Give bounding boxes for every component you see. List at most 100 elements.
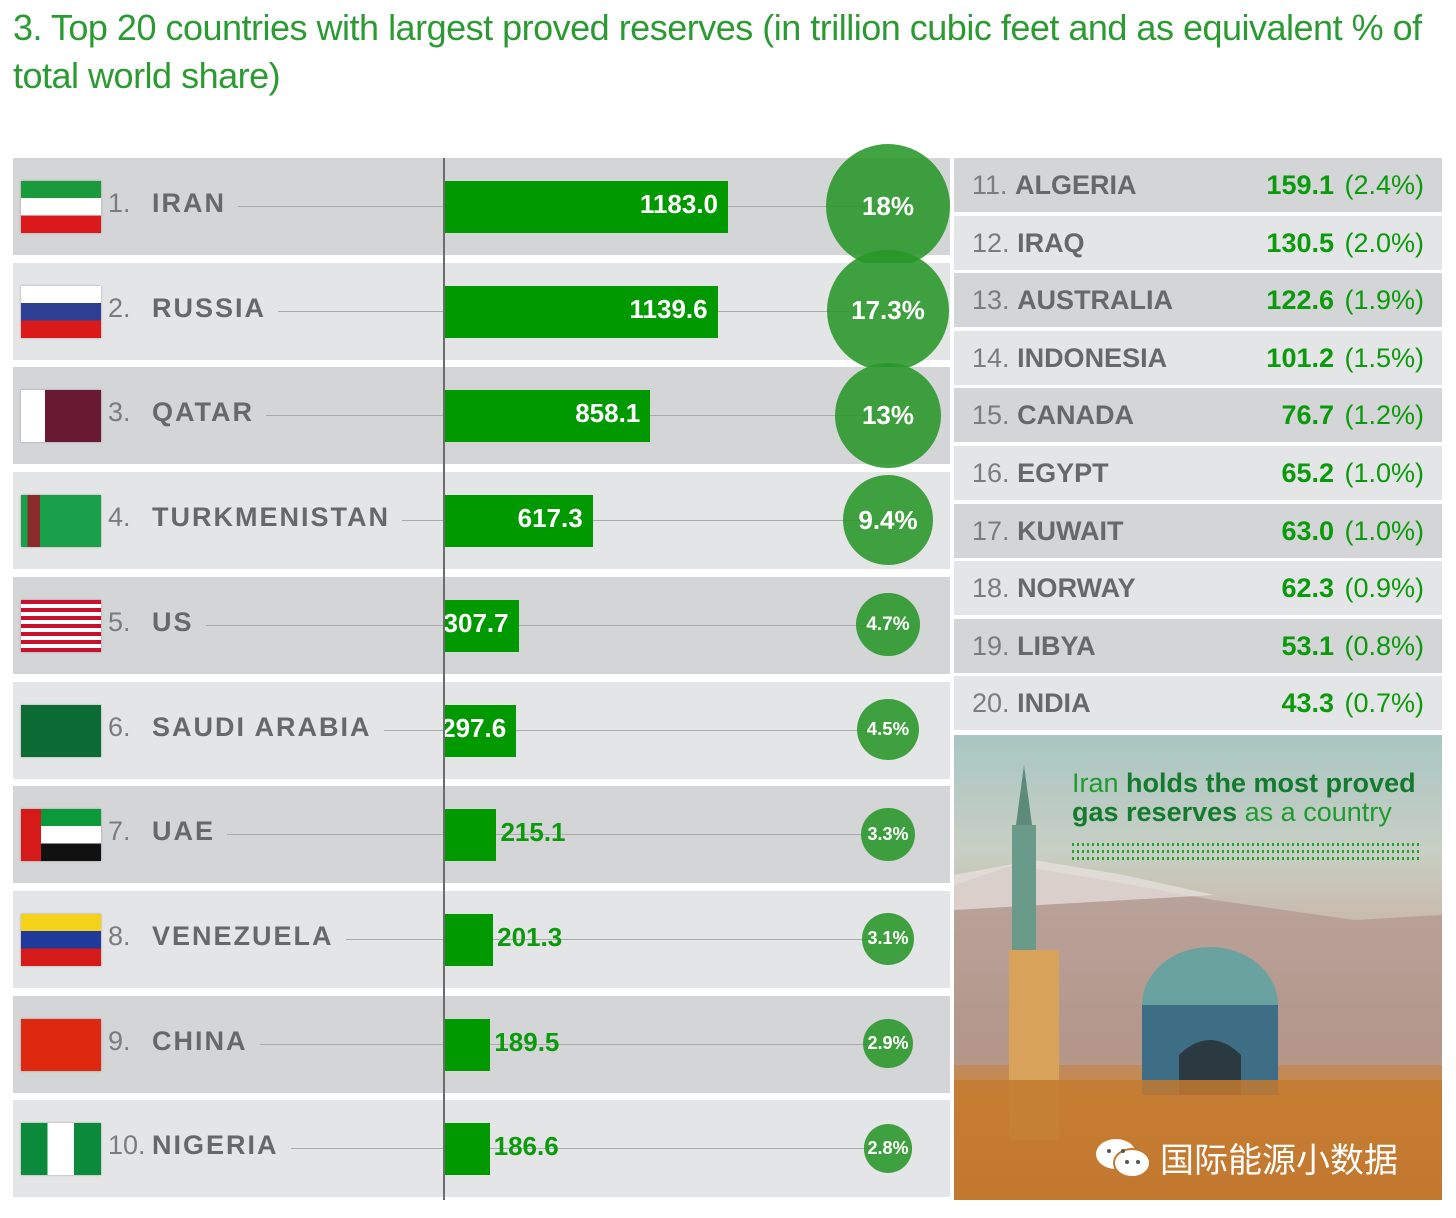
venezuela-flag-icon	[21, 913, 101, 966]
leader-line	[516, 729, 888, 731]
table-row: 15. CANADA 76.7 (1.2%)	[954, 388, 1442, 443]
table-row: 20. INDIA 43.3 (0.7%)	[954, 676, 1442, 731]
country-name: IRAN	[152, 188, 226, 218]
mosque-photo: Iran holds the most proved gas reserves …	[954, 735, 1442, 1200]
rank: 1.	[108, 188, 131, 218]
country-name: US	[152, 606, 194, 637]
value: 43.3	[1281, 688, 1334, 719]
chart-row-qatar: 3. QATAR 858.1 13%	[13, 362, 950, 469]
country-name: AUSTRALIA	[1017, 285, 1174, 316]
country-name: INDIA	[1017, 688, 1091, 719]
share: (0.9%)	[1344, 573, 1424, 604]
value-label: 858.1	[575, 398, 641, 429]
share-label: 18%	[861, 190, 914, 221]
share: (0.7%)	[1344, 688, 1424, 719]
rank: 18.	[972, 573, 1010, 604]
leader-line	[496, 834, 888, 836]
country-name: CHINA	[152, 1025, 248, 1056]
table-row: 18. NORWAY 62.3 (0.9%)	[954, 561, 1442, 616]
leader-line	[278, 310, 443, 312]
share: (1.0%)	[1344, 457, 1424, 488]
share-label: 3.1%	[867, 928, 909, 949]
saudi-flag-icon	[21, 704, 101, 757]
bar	[445, 599, 519, 652]
caption-part: holds the most proved	[1126, 768, 1416, 798]
caption-part: gas reserves	[1072, 797, 1238, 827]
rank: 11.	[972, 170, 1008, 200]
dotted-divider	[1072, 850, 1422, 853]
share-bubble: 2.9%	[863, 1018, 913, 1069]
leader-line	[490, 1043, 888, 1045]
rank: 16.	[972, 457, 1010, 488]
leader-line	[346, 938, 443, 940]
value-label: 297.6	[441, 712, 507, 743]
photo-caption: Iran holds the most proved gas reserves …	[1072, 769, 1416, 827]
rank: 14.	[972, 342, 1010, 373]
share-bubble: 18%	[826, 144, 950, 268]
table-row: 16. EGYPT 65.2 (1.0%)	[954, 445, 1442, 500]
bar	[445, 1018, 491, 1071]
chart-row-saudi: 6. SAUDI ARABIA 297.6 4.5%	[13, 681, 950, 779]
rank: 20.	[972, 688, 1010, 719]
country-name: ALGERIA	[1015, 170, 1137, 200]
country-name: TURKMENISTAN	[152, 502, 390, 533]
table-row: 11. ALGERIA 159.1 (2.4%)	[954, 158, 1442, 212]
leader-line	[227, 834, 443, 836]
chart-axis	[443, 158, 445, 1200]
share-bubble: 3.1%	[862, 913, 914, 965]
country-name: IRAQ	[1017, 227, 1085, 258]
share-bubble: 13%	[835, 362, 941, 469]
value: 62.3	[1281, 573, 1334, 604]
page-title: 3. Top 20 countries with largest proved …	[13, 7, 1422, 96]
value-label: 1183.0	[639, 189, 718, 219]
top10-chart: 1. IRAN 1183.0 18% 2. RUSSIA 1139.6 17.3…	[13, 144, 950, 1200]
share: (2.0%)	[1344, 227, 1424, 258]
share: (1.2%)	[1344, 400, 1424, 431]
rank: 4.	[108, 502, 131, 533]
chart-row-turkmenistan: 4. TURKMENISTAN 617.3 9.4%	[13, 472, 950, 570]
leader-line	[260, 1043, 443, 1045]
share-bubble: 3.3%	[861, 807, 915, 861]
share-label: 13%	[861, 399, 914, 430]
rank: 12.	[972, 227, 1010, 258]
country-name: LIBYA	[1017, 630, 1096, 661]
value-label: 189.5	[494, 1026, 560, 1057]
value: 101.2	[1266, 342, 1334, 373]
share-bubble: 17.3%	[827, 249, 949, 372]
share-bubble: 9.4%	[843, 475, 933, 565]
bar	[445, 390, 651, 443]
country-name: INDONESIA	[1017, 342, 1168, 373]
photo-illustration	[954, 765, 1442, 1200]
value-label: 1139.6	[629, 293, 708, 324]
rank: 9.	[108, 1025, 131, 1056]
value: 63.0	[1281, 515, 1334, 546]
country-name: NIGERIA	[152, 1130, 279, 1161]
country-name: CANADA	[1017, 400, 1135, 431]
us-flag-icon	[21, 599, 101, 652]
table-row: 13. AUSTRALIA 122.6 (1.9%)	[954, 273, 1442, 328]
rank: 19.	[972, 630, 1010, 661]
share-label: 2.9%	[867, 1033, 909, 1054]
caption-part: as a country	[1244, 797, 1392, 827]
rank: 3.	[108, 397, 131, 428]
chart-row-venezuela: 8. VENEZUELA 201.3 3.1%	[13, 890, 950, 988]
country-name: VENEZUELA	[152, 920, 334, 951]
share-label: 4.7%	[866, 613, 910, 635]
iran-flag-icon	[21, 181, 101, 233]
leader-line	[402, 520, 443, 522]
rank: 15.	[972, 400, 1010, 431]
country-name: KUWAIT	[1017, 515, 1124, 546]
dotted-divider	[1072, 857, 1422, 860]
country-name: EGYPT	[1017, 457, 1109, 488]
value-label: 215.1	[500, 817, 566, 848]
value: 53.1	[1281, 630, 1334, 661]
others-table: 11. ALGERIA 159.1 (2.4%) 12. IRAQ 130.5 (…	[954, 158, 1442, 734]
value-label: 617.3	[517, 503, 583, 534]
wechat-icon	[1096, 1138, 1151, 1178]
value-label: 201.3	[497, 921, 563, 952]
share-bubble: 4.7%	[856, 593, 920, 657]
table-row: 19. LIBYA 53.1 (0.8%)	[954, 618, 1442, 673]
china-flag-icon	[21, 1018, 101, 1071]
share-label: 17.3%	[851, 295, 925, 326]
country-name: SAUDI ARABIA	[152, 711, 372, 742]
